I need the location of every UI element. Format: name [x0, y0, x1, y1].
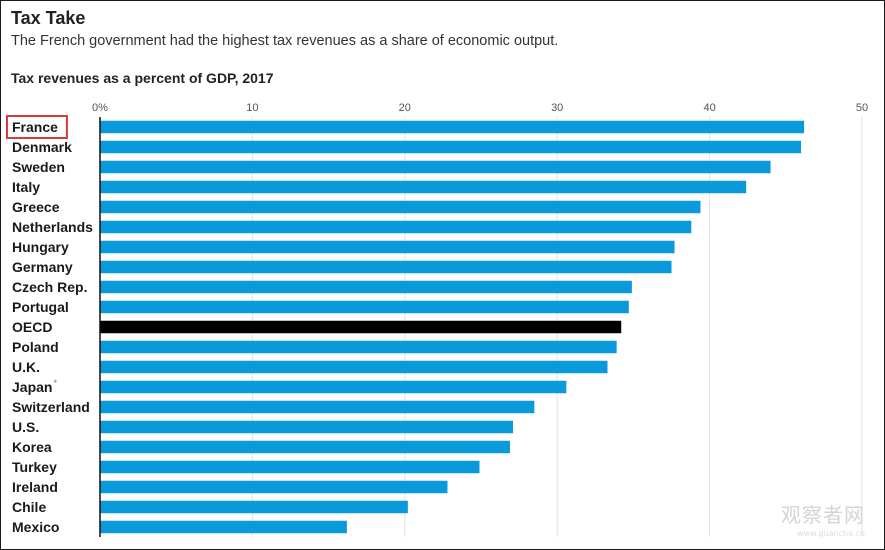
category-label: Chile [12, 499, 46, 515]
category-label: France [12, 119, 58, 135]
category-label: Japan [12, 379, 52, 395]
bar-switzerland [100, 400, 535, 414]
category-label: OECD [12, 319, 52, 335]
bar-netherlands [100, 220, 692, 234]
bar-czech-rep [100, 280, 632, 294]
bar-mexico [100, 520, 347, 534]
category-label: Korea [12, 439, 52, 455]
category-label: Sweden [12, 159, 65, 175]
category-label: Czech Rep. [12, 279, 87, 295]
category-label: Poland [12, 339, 59, 355]
category-label: U.S. [12, 419, 39, 435]
x-tick-label: 40 [703, 102, 715, 114]
chart-subtitle: The French government had the highest ta… [11, 33, 559, 49]
bar-ireland [100, 480, 448, 494]
category-label: Hungary [12, 239, 69, 255]
x-tick-label: 50 [856, 102, 868, 114]
bar-japan [100, 380, 567, 394]
bar-oecd [100, 320, 622, 334]
bar-hungary [100, 240, 675, 254]
bar-poland [100, 340, 617, 354]
category-label: Italy [12, 179, 40, 195]
x-tick-label: 0% [92, 102, 108, 114]
bar-germany [100, 260, 672, 274]
x-tick-label: 30 [551, 102, 563, 114]
chart-headline: Tax Take [11, 8, 86, 28]
bar-portugal [100, 300, 629, 314]
chart-title: Tax revenues as a percent of GDP, 2017 [11, 70, 274, 86]
bar-denmark [100, 140, 802, 154]
bar-france [100, 120, 805, 134]
category-label: Netherlands [12, 219, 93, 235]
bar-greece [100, 200, 701, 214]
category-label: Ireland [12, 479, 58, 495]
bar-italy [100, 180, 747, 194]
watermark-logo: 观察者网 [781, 503, 865, 527]
bar-turkey [100, 460, 480, 474]
bar-u-s [100, 420, 514, 434]
watermark-url: www.guancha.cn [797, 529, 865, 538]
x-tick-label: 20 [399, 102, 411, 114]
category-label: Switzerland [12, 399, 90, 415]
bar-sweden [100, 160, 771, 174]
category-label: Portugal [12, 299, 69, 315]
category-label: Greece [12, 199, 60, 215]
category-label: U.K. [12, 359, 40, 375]
x-tick-label: 10 [246, 102, 258, 114]
bar-korea [100, 440, 510, 454]
category-label: Germany [12, 259, 73, 275]
category-label: Mexico [12, 519, 59, 535]
highlight-box [6, 115, 68, 139]
bar-u-k [100, 360, 608, 374]
category-label: Denmark [12, 139, 72, 155]
category-label: Turkey [12, 459, 57, 475]
bar-chile [100, 500, 408, 514]
footnote-mark: * [53, 378, 57, 388]
